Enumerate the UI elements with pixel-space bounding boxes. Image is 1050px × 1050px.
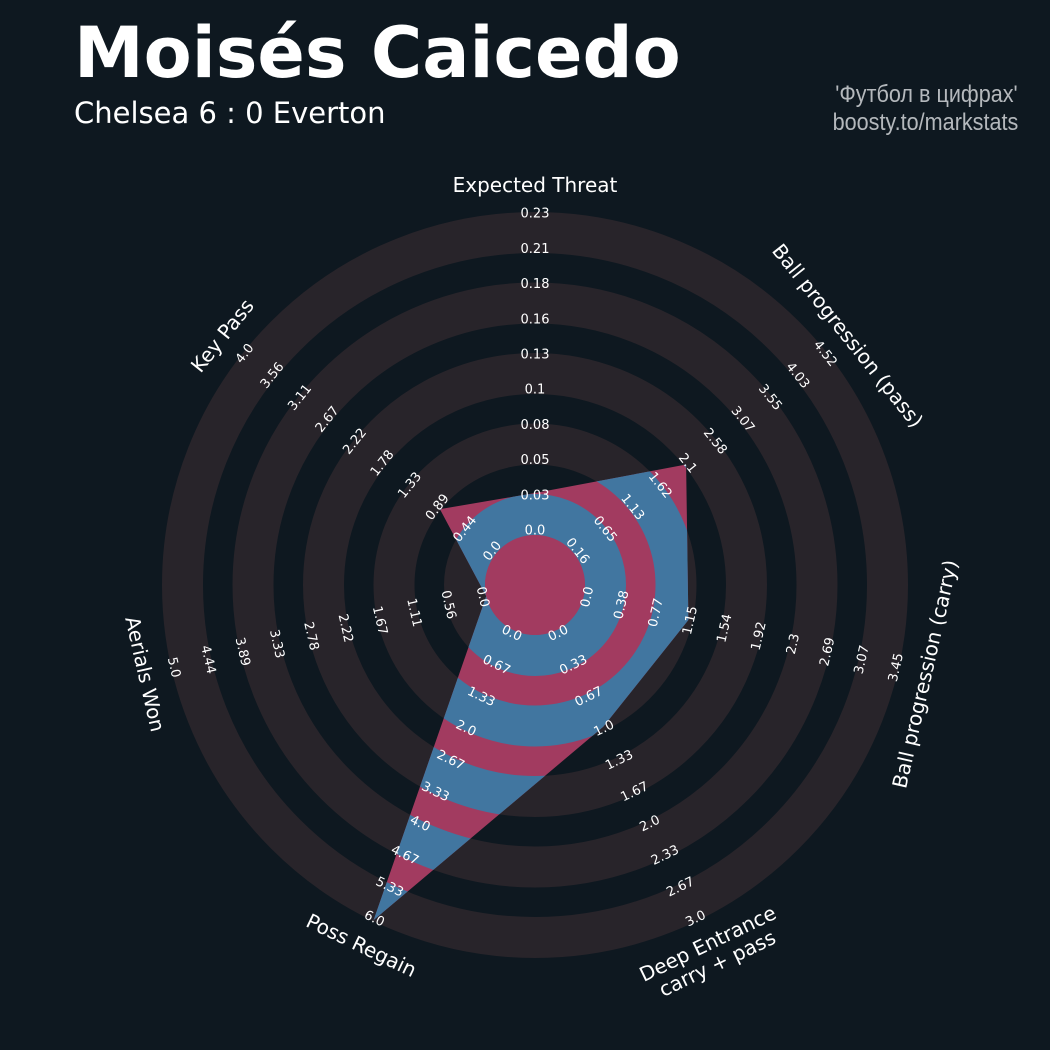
ring-tick-label: 0.38 (611, 589, 632, 621)
background-ring (232, 282, 838, 888)
ring-tick-label: 1.11 (403, 597, 424, 629)
ring-tick-label: 0.13 (521, 348, 550, 363)
ring-tick-label: 1.15 (680, 605, 701, 637)
center-layer (485, 535, 585, 635)
ring-tick-label: 0.0 (578, 585, 597, 609)
ring-tick-label: 2.22 (335, 613, 356, 645)
ring-tick-label: 0.08 (521, 418, 550, 433)
parameter-label: Aerials Won (120, 614, 170, 734)
ring-tick-label: 3.33 (266, 628, 287, 660)
ring-tick-label: 1.92 (749, 620, 770, 652)
ring-tick-label: 1.54 (714, 613, 735, 645)
ring-tick-label: 1.67 (369, 605, 390, 637)
ring-tick-label: 0.23 (521, 207, 550, 222)
ring-tick-label: 0.0 (473, 585, 492, 609)
ring-tick-label: 5.0 (164, 656, 183, 680)
ring-tick-label: 3.07 (852, 644, 873, 676)
ring-tick-label: 2.3 (784, 632, 803, 656)
parameter-label-line: Expected Threat (453, 173, 618, 197)
background-ring (162, 212, 908, 958)
ring-tick-label: 2.69 (817, 636, 838, 668)
ring-tick-label: 0.21 (521, 242, 550, 257)
parameter-label-line: Aerials Won (120, 614, 170, 734)
ring-tick-label: 0.77 (646, 597, 667, 629)
ring-tick-label: 0.56 (438, 589, 459, 621)
player-name-title: Moisés Caicedo (74, 12, 681, 94)
ring-tick-label: 0.1 (525, 383, 546, 398)
credit-channel: 'Футбол в цифрах' (835, 81, 1018, 108)
ring-tick-label: 2.78 (300, 620, 321, 652)
center-disc (485, 535, 585, 635)
credit-link: boosty.to/markstats (832, 109, 1018, 136)
match-subtitle: Chelsea 6 : 0 Everton (74, 96, 386, 130)
ring-tick-label: 0.18 (521, 277, 550, 292)
ring-tick-label: 3.45 (886, 652, 907, 684)
ring-tick-label: 3.89 (232, 636, 253, 668)
background-ring (303, 353, 767, 817)
ring-tick-label: 0.16 (521, 312, 550, 327)
ring-tick-label: 0.05 (521, 453, 550, 468)
ring-tick-label: 4.44 (197, 644, 218, 676)
ring-tick-label: 0.0 (525, 524, 546, 539)
ring-tick-label: 0.03 (521, 488, 550, 503)
parameter-label: Expected Threat (453, 173, 618, 197)
